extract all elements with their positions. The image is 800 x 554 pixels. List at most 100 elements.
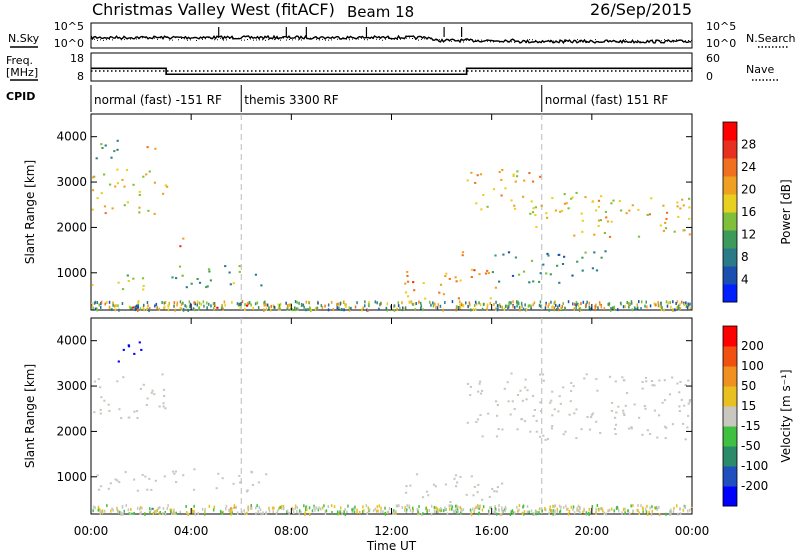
data-pixel — [406, 270, 409, 273]
data-pixel — [164, 407, 167, 410]
data-pixel — [610, 306, 612, 310]
data-pixel — [426, 510, 428, 514]
data-pixel — [268, 506, 270, 510]
data-pixel — [460, 507, 462, 511]
data-pixel — [294, 308, 297, 312]
data-pixel — [481, 307, 484, 311]
data-pixel — [478, 273, 481, 276]
data-pixel — [157, 506, 159, 510]
data-pixel — [656, 436, 659, 439]
data-pixel — [479, 392, 483, 395]
data-pixel — [580, 428, 583, 431]
data-pixel — [133, 410, 136, 413]
data-pixel — [170, 508, 173, 512]
data-pixel — [532, 303, 534, 307]
velocity-colorbar-tick: 200 — [741, 339, 764, 353]
data-pixel — [384, 506, 386, 510]
data-pixel — [545, 508, 547, 512]
data-pixel — [631, 301, 633, 305]
velocity-colorbar-cell — [723, 486, 737, 507]
data-pixel — [205, 286, 208, 289]
data-pixel — [93, 411, 96, 414]
data-pixel — [255, 512, 257, 516]
data-pixel — [575, 303, 577, 307]
data-pixel — [580, 212, 583, 215]
data-pixel — [645, 300, 647, 304]
data-pixel — [482, 194, 485, 196]
data-pixel — [522, 504, 525, 508]
data-pixel — [310, 308, 312, 312]
data-pixel — [185, 286, 188, 289]
data-pixel — [268, 306, 270, 310]
data-pixel — [142, 383, 145, 386]
data-pixel — [552, 305, 554, 309]
data-pixel — [609, 309, 612, 313]
data-pixel — [459, 506, 461, 509]
data-pixel — [550, 300, 552, 304]
data-pixel — [685, 304, 688, 308]
data-pixel — [265, 511, 268, 515]
data-pixel — [614, 433, 617, 435]
data-pixel — [663, 399, 667, 402]
data-pixel — [469, 394, 472, 397]
data-pixel — [93, 301, 96, 305]
data-pixel — [182, 308, 185, 312]
nsearch-tick-bottom: 10^0 — [706, 37, 736, 50]
data-pixel — [221, 305, 223, 309]
data-pixel — [524, 386, 527, 389]
data-pixel — [432, 301, 434, 305]
data-pixel — [688, 508, 691, 512]
data-pixel — [679, 380, 682, 383]
data-pixel — [323, 504, 325, 508]
data-pixel — [570, 382, 573, 384]
data-pixel — [460, 303, 463, 307]
data-pixel — [531, 211, 535, 214]
data-pixel — [97, 505, 100, 509]
velocity-colorbar-tick: 15 — [741, 399, 756, 413]
data-pixel — [141, 277, 145, 280]
data-pixel — [530, 304, 532, 308]
data-pixel — [466, 382, 469, 385]
data-pixel — [507, 400, 510, 403]
data-pixel — [487, 272, 490, 275]
data-pixel — [591, 505, 594, 508]
data-pixel — [676, 201, 679, 204]
data-pixel — [472, 494, 475, 497]
data-pixel — [164, 184, 167, 187]
data-pixel — [653, 384, 656, 387]
data-pixel — [573, 412, 576, 415]
data-pixel — [172, 511, 175, 515]
data-pixel — [581, 219, 584, 222]
data-pixel — [479, 303, 482, 307]
data-pixel — [307, 308, 309, 311]
data-pixel — [590, 510, 592, 514]
data-pixel — [686, 306, 689, 310]
data-pixel — [575, 437, 578, 440]
data-pixel — [595, 378, 598, 381]
data-pixel — [238, 303, 240, 306]
data-pixel — [260, 512, 262, 516]
data-pixel — [494, 510, 496, 514]
data-pixel — [248, 301, 251, 304]
data-pixel — [501, 482, 504, 485]
data-pixel — [162, 507, 165, 510]
data-pixel — [181, 274, 184, 277]
data-pixel — [563, 255, 566, 258]
data-pixel — [141, 473, 144, 476]
data-pixel — [510, 510, 512, 514]
data-pixel — [369, 508, 371, 512]
data-pixel — [676, 306, 678, 310]
title: Christmas Valley West (fitACF) — [92, 0, 335, 19]
data-pixel — [354, 305, 357, 309]
data-pixel — [610, 202, 613, 205]
data-pixel — [459, 304, 461, 307]
data-pixel — [579, 307, 582, 311]
data-pixel — [133, 478, 136, 481]
data-pixel — [135, 410, 139, 413]
data-pixel — [644, 507, 647, 511]
data-pixel — [162, 388, 166, 391]
data-pixel — [474, 181, 477, 184]
data-pixel — [479, 173, 483, 176]
data-pixel — [127, 508, 130, 512]
data-pixel — [496, 486, 499, 489]
